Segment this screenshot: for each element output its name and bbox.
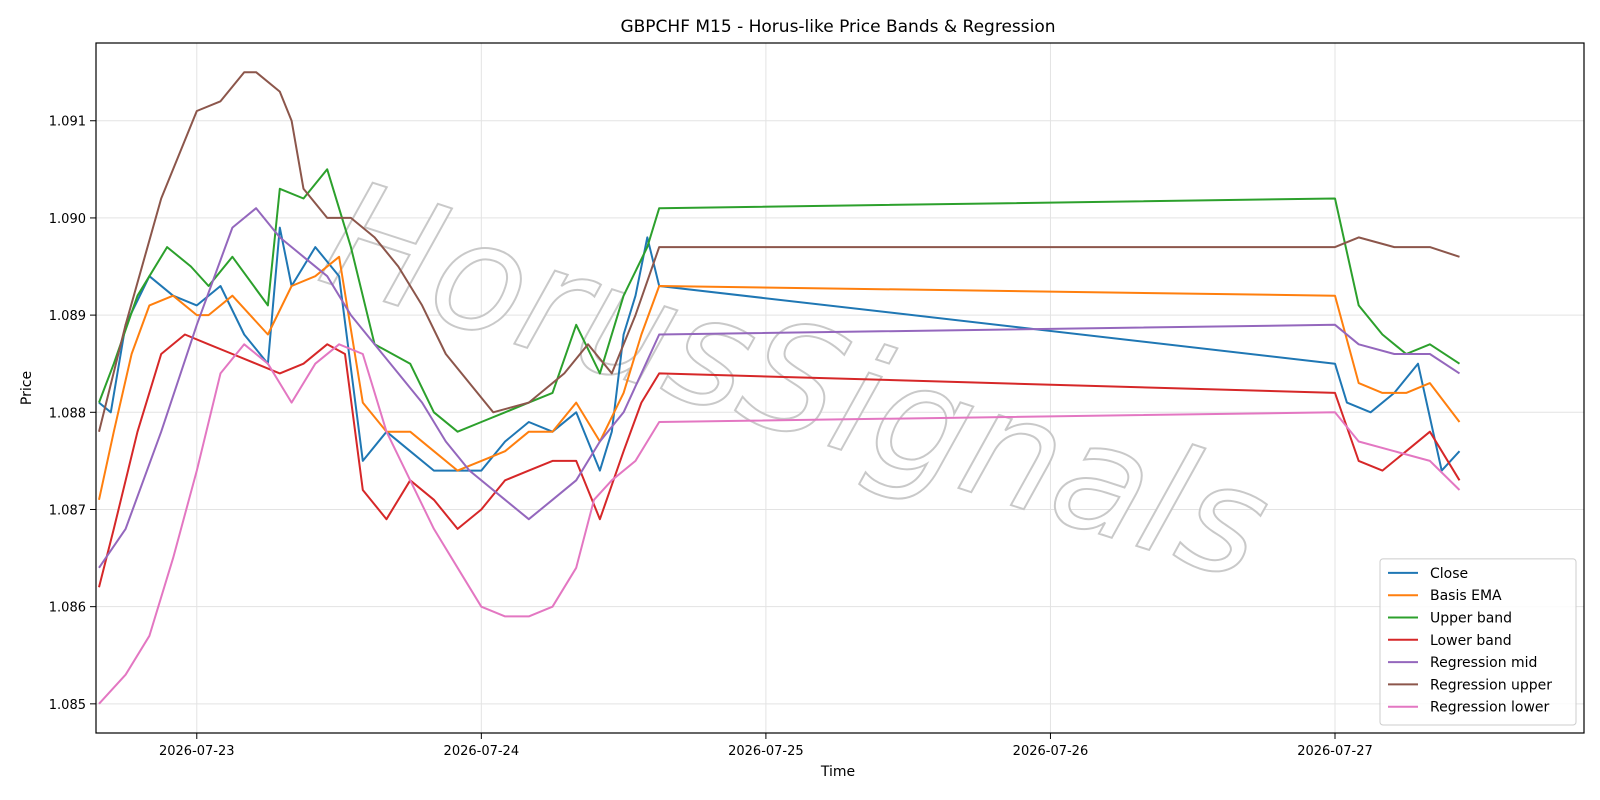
x-tick-label: 2026-07-27	[1297, 744, 1373, 759]
legend-box	[1379, 558, 1577, 726]
legend: Close Basis EMA Upper band Lower band Regres…	[1379, 558, 1577, 726]
y-tick-label: 1.087	[49, 503, 86, 518]
chart-title: GBPCHF M15 - Horus-like Price Bands & Re…	[620, 17, 1055, 37]
axis-ticks: 2026-07-23 2026-07-24 2026-07-25 2026-07-26…	[49, 115, 1373, 759]
y-tick-label: 1.090	[49, 212, 86, 227]
series-line-regression-mid	[98, 207, 1461, 569]
x-tick-label: 2026-07-25	[728, 744, 804, 759]
y-tick-label: 1.088	[49, 406, 86, 421]
legend-label: Basis EMA	[1430, 588, 1502, 604]
legend-label: Upper band	[1430, 611, 1512, 627]
x-tick-label: 2026-07-23	[159, 744, 235, 759]
legend-label: Regression mid	[1430, 655, 1537, 671]
x-tick-label: 2026-07-24	[444, 744, 520, 759]
legend-label: Regression upper	[1430, 677, 1552, 693]
y-tick-label: 1.089	[49, 309, 86, 324]
y-axis-title: Price	[19, 371, 35, 405]
legend-label: Lower band	[1430, 633, 1512, 649]
x-tick-label: 2026-07-26	[1013, 744, 1089, 759]
legend-label: Regression lower	[1430, 700, 1550, 716]
series-line-regression-upper	[98, 71, 1460, 432]
plot-area-frame	[95, 42, 1585, 734]
y-tick-label: 1.085	[49, 698, 86, 713]
series-line-basis-ema	[98, 255, 1461, 501]
y-tick-label: 1.091	[49, 115, 86, 130]
y-tick-label: 1.086	[49, 601, 86, 616]
series-lines	[98, 71, 1461, 705]
series-line-regression-lower	[98, 343, 1461, 705]
series-line-upper-band	[98, 168, 1461, 433]
legend-label: Close	[1430, 566, 1468, 582]
x-axis-title: Time	[820, 764, 855, 780]
series-line-lower-band	[98, 333, 1461, 588]
